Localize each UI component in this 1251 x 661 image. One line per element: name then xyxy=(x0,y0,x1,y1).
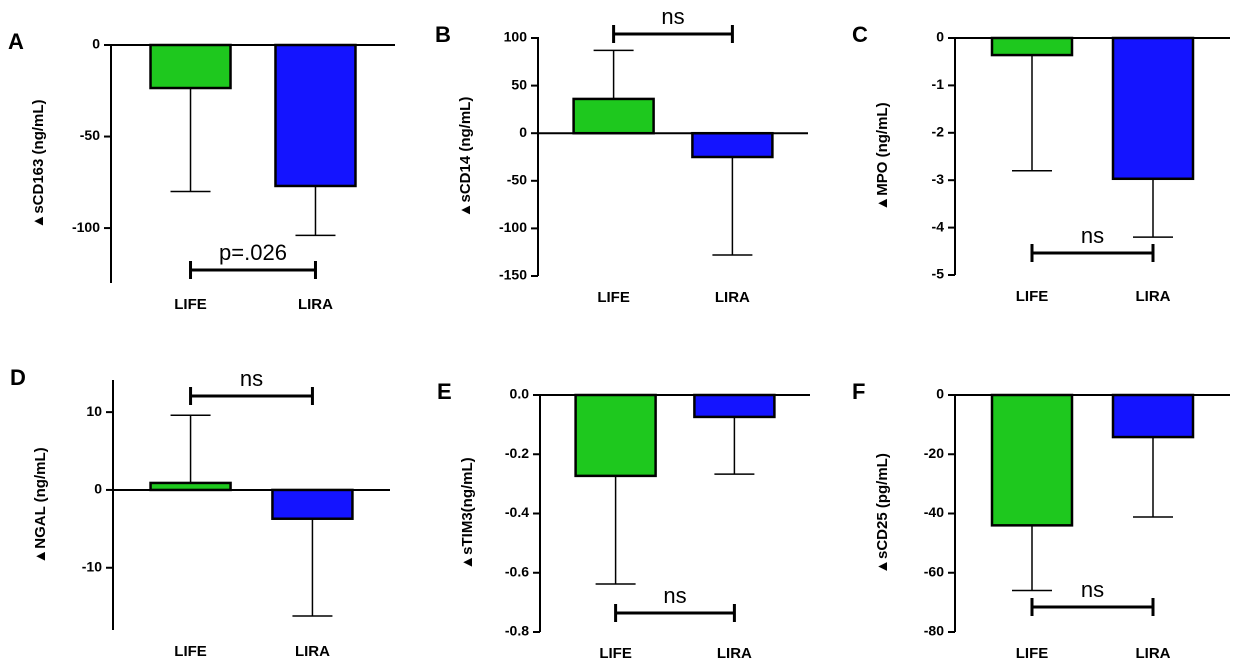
x-tick-label: LIRA xyxy=(717,645,752,661)
x-tick-label: LIFE xyxy=(1016,645,1049,661)
x-tick-label: LIFE xyxy=(597,289,630,306)
x-tick-label: LIFE xyxy=(174,643,207,660)
annotation: p=.026 xyxy=(219,240,287,265)
y-tick-label: -100 xyxy=(72,219,100,235)
panel-letter: C xyxy=(852,22,868,47)
annotation: ns xyxy=(240,366,263,391)
y-tick-label: 0 xyxy=(936,29,944,45)
y-tick-label: -60 xyxy=(924,563,944,579)
x-tick-label: LIRA xyxy=(295,643,330,660)
x-tick-label: LIFE xyxy=(599,645,632,661)
y-tick-label: 100 xyxy=(504,29,528,45)
y-tick-label: 50 xyxy=(511,76,527,92)
bar xyxy=(271,488,354,520)
y-tick-label: -1 xyxy=(932,76,945,92)
y-tick-label: -5 xyxy=(932,266,945,282)
x-tick-label: LIRA xyxy=(298,296,333,313)
annotation: ns xyxy=(661,4,684,29)
annotation: ns xyxy=(1081,223,1104,248)
y-tick-label: -4 xyxy=(932,218,945,234)
x-tick-label: LIRA xyxy=(1136,288,1171,305)
bar xyxy=(990,393,1074,527)
y-tick-label: 0 xyxy=(519,124,527,140)
annotation: ns xyxy=(1081,577,1104,602)
x-tick-label: LIFE xyxy=(174,296,207,313)
y-tick-label: -10 xyxy=(82,558,102,574)
y-tick-label: -0.6 xyxy=(505,563,529,579)
y-tick-label: 0 xyxy=(92,36,100,52)
panel-letter: E xyxy=(437,379,452,404)
y-axis-label: ▲MPO (ng/mL) xyxy=(874,102,891,210)
y-tick-label: -2 xyxy=(932,124,945,140)
y-tick-label: -20 xyxy=(924,445,944,461)
bar xyxy=(274,43,357,188)
y-tick-label: 10 xyxy=(86,403,102,419)
y-tick-label: -0.2 xyxy=(505,445,529,461)
panel-letter: B xyxy=(435,22,451,47)
x-tick-label: LIRA xyxy=(1136,645,1171,661)
bar xyxy=(990,36,1074,57)
y-axis-label: ▲NGAL (ng/mL) xyxy=(32,447,49,563)
y-tick-label: 0 xyxy=(936,386,944,402)
bar xyxy=(693,393,776,419)
y-tick-label: -0.4 xyxy=(505,504,529,520)
bar xyxy=(149,43,232,90)
y-tick-label: -50 xyxy=(507,172,527,188)
y-tick-label: 0.0 xyxy=(510,386,530,402)
bar xyxy=(572,97,655,135)
annotation: ns xyxy=(663,583,686,608)
panel-letter: F xyxy=(852,379,865,404)
y-tick-label: -80 xyxy=(924,623,944,639)
bar xyxy=(1111,393,1195,439)
y-tick-label: -150 xyxy=(499,267,527,283)
y-axis-label: ▲sTIM3(ng/mL) xyxy=(459,457,476,569)
bar xyxy=(149,481,232,492)
x-tick-label: LIFE xyxy=(1016,288,1049,305)
bar xyxy=(1111,36,1195,181)
y-tick-label: 0 xyxy=(94,481,102,497)
y-tick-label: -0.8 xyxy=(505,623,529,639)
y-axis-label: ▲sCD14 (ng/mL) xyxy=(457,97,474,218)
y-axis-label: ▲sCD163 (ng/mL) xyxy=(30,99,47,228)
bar xyxy=(574,393,657,478)
y-axis-label: ▲sCD25 (pg/mL) xyxy=(874,453,891,574)
y-tick-label: -3 xyxy=(932,171,945,187)
panel-letter: A xyxy=(8,29,24,54)
bar xyxy=(691,131,774,159)
y-tick-label: -100 xyxy=(499,219,527,235)
y-tick-label: -40 xyxy=(924,504,944,520)
x-tick-label: LIRA xyxy=(715,289,750,306)
y-tick-label: -50 xyxy=(80,127,100,143)
panel-letter: D xyxy=(10,365,26,390)
